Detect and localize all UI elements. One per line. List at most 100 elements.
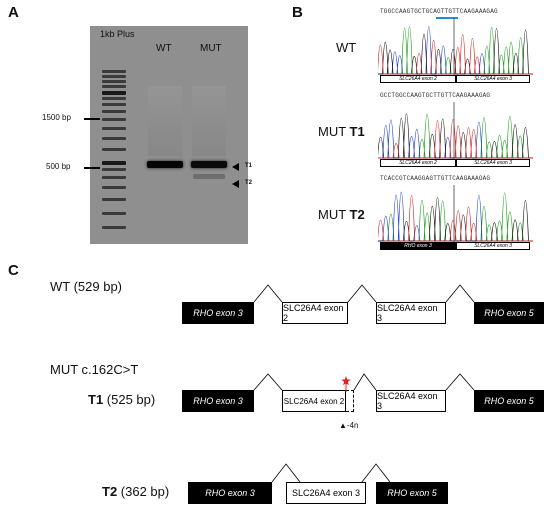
exon-label: RHO exon 5	[484, 308, 534, 318]
deletion-label: -4n	[346, 421, 359, 430]
t1-deleted-region	[346, 390, 354, 412]
chromatogram-trace-0	[378, 18, 533, 76]
arrow-t2-icon	[232, 180, 239, 188]
chromatogram-label-text: MUT	[318, 124, 350, 139]
ladder-band	[102, 198, 126, 201]
t2-rho-exon3: RHO exon 3	[188, 482, 272, 504]
band-arrows	[232, 163, 239, 188]
t2-transcript-label: T2 (362 bp)	[102, 484, 169, 499]
size-tick-500	[84, 167, 100, 169]
ladder-band	[102, 176, 126, 179]
chromatogram-label-text: WT	[336, 40, 357, 55]
chromatogram-exon-box: SLC26A4 exon 2	[380, 75, 456, 83]
chromatogram-trace-2	[378, 185, 533, 243]
ladder-band	[102, 118, 126, 121]
ladder-band	[102, 148, 126, 151]
exon-label: RHO exon 3	[193, 308, 243, 318]
wt-band-t1	[147, 161, 183, 168]
trace-g	[378, 113, 533, 159]
chromatogram-label-transcript: T1	[349, 124, 365, 139]
triangle-up-icon: ▲	[339, 421, 347, 430]
t1-transcript-label: T1 (525 bp)	[88, 392, 155, 407]
mut-band-t2	[193, 174, 225, 179]
ladder-band	[102, 103, 126, 106]
ladder-band	[102, 70, 126, 73]
gel-image: 1kb Plus WT MUT	[90, 26, 248, 244]
exon-label: SLC26A4 exon 3	[377, 303, 438, 323]
exon-label: SLC26A4 exon 2	[283, 396, 345, 406]
trace-t	[378, 119, 533, 159]
splice-site-underline	[436, 17, 458, 19]
t2-slc-exon3: SLC26A4 exon 3	[286, 482, 366, 504]
exon-label: RHO exon 3	[193, 396, 243, 406]
wt-rho-exon5: RHO exon 5	[474, 302, 544, 324]
t1-size: (525 bp)	[103, 392, 156, 407]
size-label-1500: 1500 bp	[42, 113, 71, 122]
ladder-band	[102, 80, 126, 83]
t2-rho-exon5: RHO exon 5	[376, 482, 448, 504]
ladder-band	[102, 161, 126, 165]
base-calls-1: GCCTGGCCAAGTGCTTGTTCAAGAAAGAG	[380, 92, 491, 99]
t2-splice-lines	[271, 463, 391, 483]
t1-splice-lines	[253, 373, 475, 391]
wt-splice-lines	[253, 284, 475, 303]
ladder-band	[102, 91, 126, 95]
band-label-t1: T1	[245, 163, 253, 169]
wt-rho-exon3: RHO exon 3	[182, 302, 254, 324]
chromatogram-exon-box: SLC26A4 exon 2	[380, 159, 456, 167]
ladder-band	[102, 75, 126, 78]
panel-label-b: B	[292, 4, 303, 21]
arrow-t1-icon	[232, 163, 239, 171]
band-label-t2: T2	[245, 180, 253, 186]
wt-lane-smear	[148, 86, 182, 156]
t1-slc-exon3: SLC26A4 exon 3	[376, 390, 446, 412]
ladder-label: 1kb Plus	[100, 29, 135, 39]
chromatogram-label-1: MUT T1	[318, 124, 365, 139]
panel-label-a: A	[8, 4, 19, 21]
trace-t	[378, 194, 533, 242]
ladder-band	[102, 168, 126, 171]
mut-title: MUT c.162C>T	[50, 362, 139, 377]
mut-band-t1	[191, 161, 227, 168]
ladder-band	[102, 110, 126, 113]
t1-name: T1	[88, 392, 104, 407]
exon-label: RHO exon 3	[205, 488, 255, 498]
chromatogram-label-2: MUT T2	[318, 207, 365, 222]
mutation-marker-icon	[341, 376, 351, 392]
wt-slc-exon3: SLC26A4 exon 3	[376, 302, 446, 324]
size-tick-1500	[84, 118, 100, 120]
chromatogram-trace-1	[378, 102, 533, 160]
trace-g	[378, 197, 533, 242]
chromatogram-label-transcript: T2	[349, 207, 365, 222]
base-calls-0: TGGCCAAGTGCTGCAGTTGTTCAAGAAAGAG	[380, 8, 498, 15]
lane-label-wt: WT	[156, 43, 172, 54]
exon-label: SLC26A4 exon 3	[291, 488, 361, 498]
chromatogram-label-text: MUT	[318, 207, 350, 222]
base-calls-2: TCACCGTCAAGGAGTTGTTCAAGAAAGAG	[380, 175, 491, 182]
trace-a	[378, 26, 533, 75]
trace-t	[378, 34, 533, 75]
exon-label: SLC26A4 exon 3	[377, 391, 438, 411]
ladder-band	[102, 137, 126, 140]
t2-size: (362 bp)	[117, 484, 170, 499]
chromatogram-exon-box: RHO exon 3	[380, 242, 456, 250]
t1-rho-exon5: RHO exon 5	[474, 390, 544, 412]
deletion-marker: ▲-4n	[339, 421, 358, 430]
chromatogram-exon-box: SLC26A4 exon 3	[456, 159, 530, 167]
ladder-band	[102, 127, 126, 130]
chromatogram-label-0: WT	[336, 40, 356, 55]
panel-label-c: C	[8, 262, 19, 279]
t1-rho-exon3: RHO exon 3	[182, 390, 254, 412]
size-label-500: 500 bp	[46, 162, 71, 171]
lane-label-mut: MUT	[200, 43, 222, 54]
ladder-band	[102, 97, 126, 100]
t1-slc-exon2: SLC26A4 exon 2	[282, 390, 346, 412]
chromatogram-exon-box: SLC26A4 exon 3	[456, 242, 530, 250]
wt-slc-exon2: SLC26A4 exon 2	[282, 302, 348, 324]
exon-label: RHO exon 5	[387, 488, 437, 498]
ladder-band	[102, 85, 126, 88]
chromatogram-exon-box: SLC26A4 exon 3	[456, 75, 530, 83]
mut-lane-smear	[192, 86, 226, 156]
ladder-band	[102, 226, 126, 229]
trace-a	[378, 192, 533, 242]
